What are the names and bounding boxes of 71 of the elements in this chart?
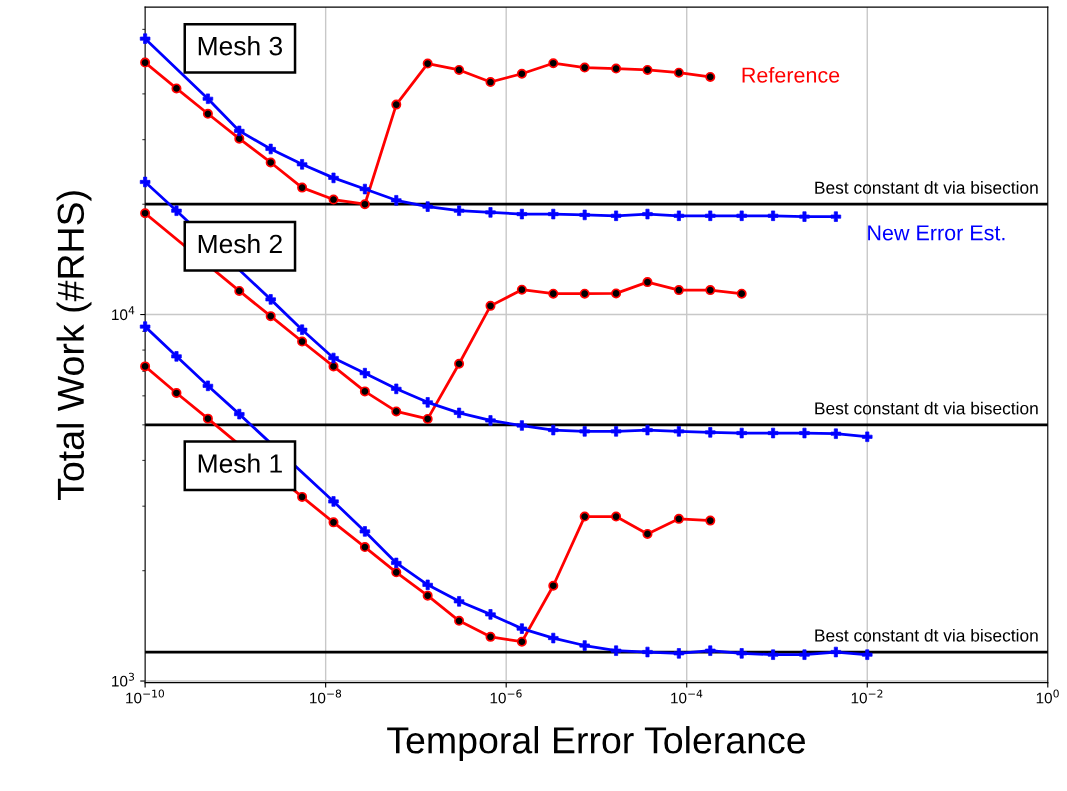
ref-line-label: Best constant dt via bisection xyxy=(815,401,1038,415)
x-tick-label: 10$^{0}$ xyxy=(1036,689,1059,704)
point xyxy=(705,285,716,296)
point xyxy=(548,58,559,69)
point xyxy=(359,199,370,210)
point xyxy=(202,413,213,424)
point xyxy=(673,513,684,524)
point xyxy=(548,580,559,591)
point xyxy=(705,515,716,526)
point xyxy=(234,285,245,296)
point xyxy=(453,407,465,419)
point xyxy=(673,285,684,296)
point xyxy=(359,542,370,553)
point xyxy=(642,277,653,288)
point xyxy=(736,288,747,299)
point xyxy=(516,68,527,79)
point xyxy=(171,387,182,398)
annotation: Mesh 3 xyxy=(198,36,283,56)
point xyxy=(485,631,496,642)
point xyxy=(297,182,308,193)
series-label: New Error Est. xyxy=(868,225,1005,241)
x-axis-title: Temporal Error Tolerance xyxy=(387,726,805,761)
point xyxy=(579,511,590,522)
x-tick-label: 10$^{−4}$ xyxy=(671,689,703,704)
x-tick-label: 10$^{−8}$ xyxy=(310,689,342,704)
point xyxy=(673,67,684,78)
point xyxy=(642,64,653,75)
point xyxy=(454,615,465,626)
point xyxy=(391,567,402,578)
point xyxy=(705,71,716,82)
point xyxy=(611,288,622,299)
point xyxy=(642,528,653,539)
point xyxy=(485,77,496,88)
ref-line-label: Best constant dt via bisection xyxy=(815,628,1038,642)
y-tick-label: 10$^{3}$ xyxy=(112,672,135,687)
point xyxy=(359,386,370,397)
point xyxy=(516,284,527,295)
annotation: Mesh 2 xyxy=(198,233,282,254)
x-tick-label: 10$^{−10}$ xyxy=(126,689,165,704)
point xyxy=(328,194,339,205)
point xyxy=(454,358,465,369)
point xyxy=(579,288,590,299)
x-tick-label: 10$^{−2}$ xyxy=(851,689,883,704)
point xyxy=(391,99,402,110)
y-axis-title: Total Work (#RHS) xyxy=(56,191,92,500)
x-tick-label: 10$^{−6}$ xyxy=(490,689,522,704)
y-tick-label: 10$^{4}$ xyxy=(112,306,135,321)
point xyxy=(611,511,622,522)
point xyxy=(485,300,496,311)
point xyxy=(548,288,559,299)
ref-line-label: Best constant dt via bisection xyxy=(815,181,1038,194)
point xyxy=(297,336,308,347)
point xyxy=(516,636,527,647)
series-label: Reference xyxy=(742,66,840,83)
point xyxy=(579,62,590,73)
point xyxy=(422,58,433,69)
point xyxy=(140,57,151,68)
point xyxy=(328,517,339,528)
point xyxy=(391,406,402,417)
point xyxy=(202,108,213,119)
point xyxy=(140,361,151,372)
point xyxy=(265,157,276,168)
point xyxy=(297,491,308,502)
point xyxy=(171,83,182,94)
point xyxy=(454,64,465,75)
point xyxy=(422,590,433,601)
point xyxy=(140,208,151,219)
annotation: Mesh 1 xyxy=(198,453,282,473)
point xyxy=(265,311,276,322)
point xyxy=(422,413,433,424)
point xyxy=(611,63,622,74)
